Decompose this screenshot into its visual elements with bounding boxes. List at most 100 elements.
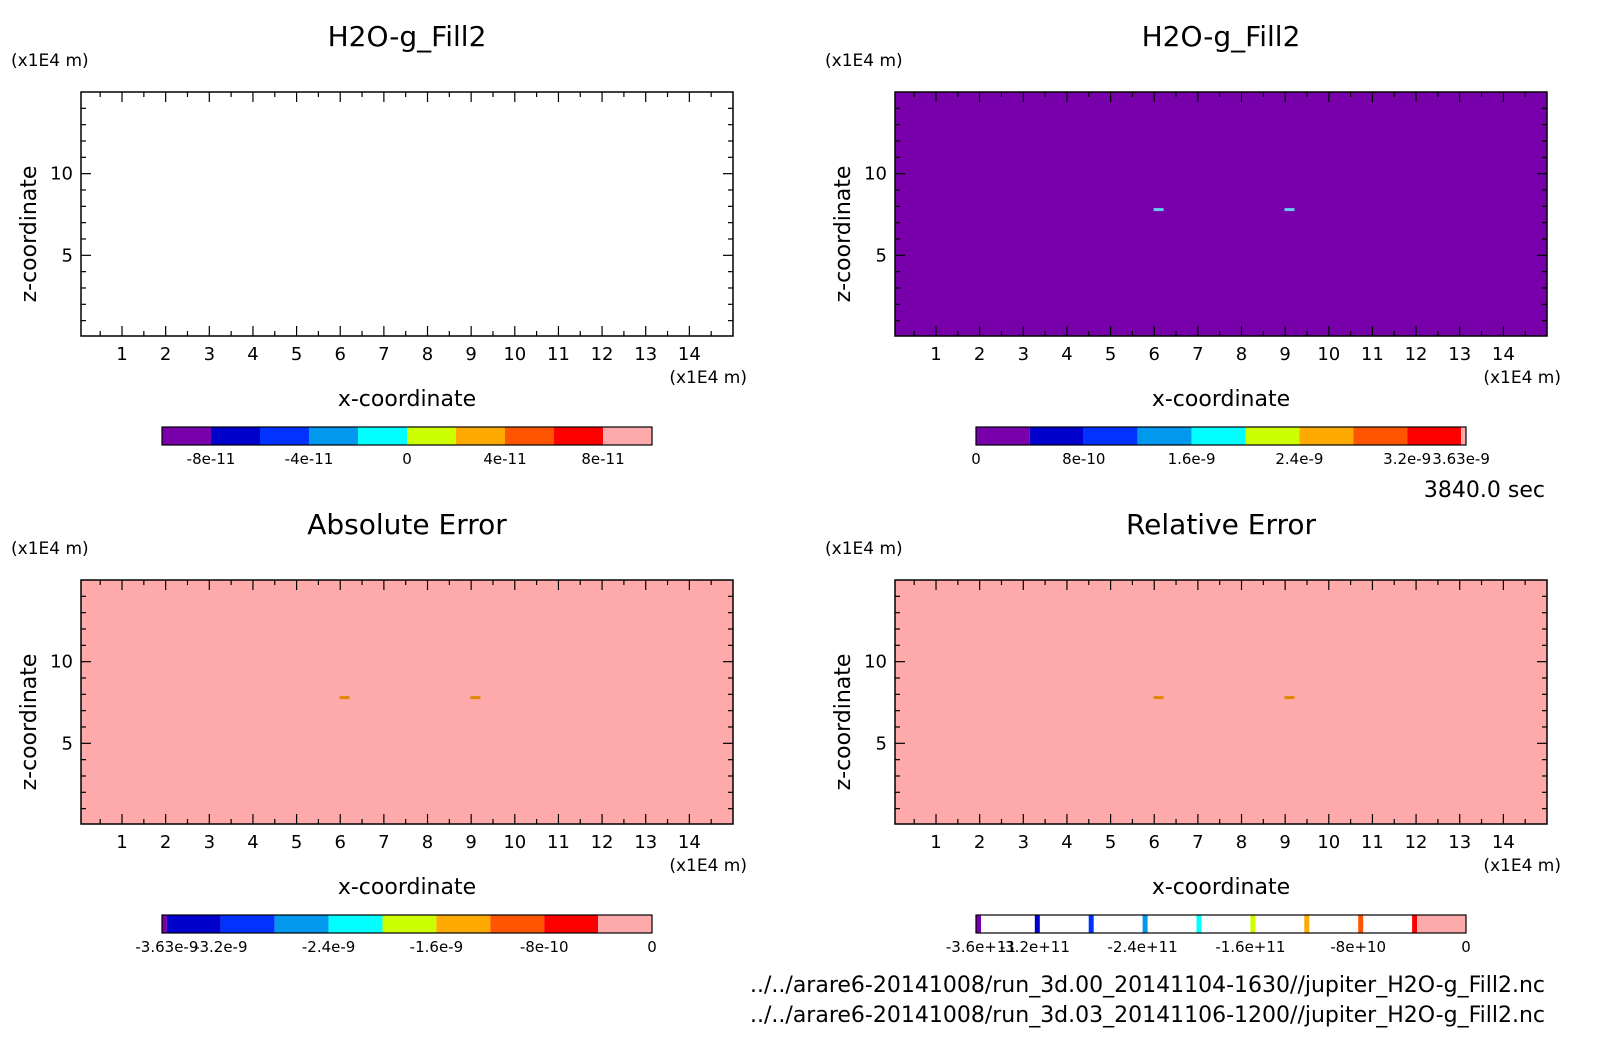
colorbar-band (309, 427, 358, 445)
x-tick-label: 4 (1061, 344, 1072, 365)
colorbar-band (505, 427, 554, 445)
y-axis-label: z-coordinate (17, 654, 42, 791)
colorbar-tick-label: 0 (402, 450, 412, 468)
chart-title: H2O-g_Fill2 (1142, 20, 1301, 53)
colorbar-tick-label: 8e-11 (581, 450, 624, 468)
x-tick-label: 11 (1361, 344, 1384, 365)
x-unit-label: (x1E4 m) (1483, 368, 1561, 388)
x-tick-label: 10 (1317, 344, 1340, 365)
colorbar-band (598, 915, 652, 933)
x-tick-label: 2 (974, 832, 985, 853)
x-tick-label: 1 (116, 344, 127, 365)
x-tick-label: 6 (335, 344, 346, 365)
y-tick-label: 5 (62, 245, 73, 266)
x-unit-label: (x1E4 m) (1483, 856, 1561, 876)
y-axis-label: z-coordinate (831, 166, 856, 303)
colorbar-band (1137, 427, 1192, 445)
x-tick-label: 8 (1236, 344, 1247, 365)
colorbar-band (456, 427, 505, 445)
x-tick-label: 12 (1405, 832, 1428, 853)
y-axis-label: z-coordinate (831, 654, 856, 791)
chart-title: Absolute Error (307, 508, 507, 541)
x-tick-label: 5 (1105, 832, 1116, 853)
x-tick-label: 12 (591, 344, 614, 365)
x-tick-label: 4 (247, 832, 258, 853)
colorbar-tick-label: 3.2e-9 (1383, 450, 1431, 468)
colorbar-band (382, 915, 437, 933)
colorbar-tick-label: -4e-11 (285, 450, 334, 468)
x-axis-label: x-coordinate (338, 875, 476, 900)
x-tick-label: 7 (1192, 344, 1203, 365)
colorbar-band (1353, 427, 1408, 445)
x-tick-label: 3 (1018, 832, 1029, 853)
colorbar-band (976, 915, 981, 933)
panels-group: H2O-g_Fill2(x1E4 m)(x1E4 m)1 2 3 4 5 6 7 8 9 10 11… (11, 20, 1561, 956)
y-axis-label: z-coordinate (17, 166, 42, 303)
plot-area (895, 580, 1547, 824)
chart-panel-4: Relative Error(x1E4 m)(x1E4 m)1 2 3 4 5 6 7 8 9 1… (825, 508, 1561, 956)
y-tick-label: 5 (62, 733, 73, 754)
plot-frame (894, 91, 1548, 337)
colorbar-tick-label: 8e-10 (1062, 450, 1105, 468)
y-tick-label: 10 (50, 164, 73, 185)
x-unit-label: (x1E4 m) (669, 856, 747, 876)
colorbar-band (603, 427, 652, 445)
colorbar-frame (975, 914, 1467, 934)
colorbar-band (1304, 915, 1310, 933)
x-tick-label: 5 (1105, 344, 1116, 365)
colorbar-tick-label: 0 (647, 938, 657, 956)
y-unit-label: (x1E4 m) (11, 51, 89, 71)
colorbar-band (1299, 427, 1354, 445)
colorbar-band (1083, 427, 1138, 445)
data-feature-1 (1153, 696, 1164, 700)
x-tick-label: 11 (1361, 832, 1384, 853)
x-tick-label: 13 (1448, 832, 1471, 853)
x-tick-label: 14 (678, 832, 701, 853)
colorbar-band (328, 915, 383, 933)
colorbar-tick-label: 0 (1461, 938, 1471, 956)
x-tick-label: 3 (204, 344, 215, 365)
x-tick-label: 7 (378, 344, 389, 365)
colorbar-band (1358, 915, 1364, 933)
x-tick-label: 11 (547, 832, 570, 853)
colorbar-band (1191, 427, 1246, 445)
x-tick-label: 4 (247, 344, 258, 365)
x-tick-label: 14 (678, 344, 701, 365)
colorbar-band (1250, 915, 1256, 933)
x-tick-label: 1 (930, 344, 941, 365)
colorbar-band (211, 427, 260, 445)
chart-panel-1: H2O-g_Fill2(x1E4 m)(x1E4 m)1 2 3 4 5 6 7 8 9 10 11… (11, 20, 747, 468)
colorbar-band (976, 427, 1030, 445)
plot-frame (80, 91, 734, 337)
colorbar-band (1461, 427, 1466, 445)
plot-area (895, 92, 1547, 336)
x-axis-label: x-coordinate (338, 387, 476, 412)
colorbar-band (358, 427, 407, 445)
x-tick-label: 1 (930, 832, 941, 853)
x-axis-label: x-coordinate (1152, 875, 1290, 900)
colorbar-tick-label: 1.6e-9 (1168, 450, 1216, 468)
x-tick-label: 10 (503, 344, 526, 365)
colorbar-band (436, 915, 491, 933)
colorbar-band (1029, 427, 1084, 445)
data-feature-2 (1284, 696, 1295, 700)
x-axis-label: x-coordinate (1152, 387, 1290, 412)
x-tick-label: 2 (160, 344, 171, 365)
plot-area (81, 580, 733, 824)
x-tick-label: 9 (1279, 344, 1290, 365)
colorbar-tick-label: -3.2e+11 (1000, 938, 1070, 956)
colorbar-tick-label: 3.63e-9 (1432, 450, 1490, 468)
x-tick-label: 2 (974, 344, 985, 365)
colorbar-tick-label: -8e-10 (520, 938, 569, 956)
chart-panel-3: Absolute Error(x1E4 m)(x1E4 m)1 2 3 4 5 6 7 8 9 1… (11, 508, 747, 956)
x-tick-label: 6 (1149, 832, 1160, 853)
y-unit-label: (x1E4 m) (825, 51, 903, 71)
y-tick-label: 10 (50, 652, 73, 673)
x-tick-label: 7 (378, 832, 389, 853)
colorbar-band (1142, 915, 1148, 933)
plot-frame (894, 579, 1548, 825)
x-tick-label: 11 (547, 344, 570, 365)
x-tick-label: 5 (291, 344, 302, 365)
colorbar-tick-label: -2.4e+11 (1108, 938, 1178, 956)
file-path-1: ../../arare6-20141008/run_3d.00_20141104… (750, 973, 1545, 998)
